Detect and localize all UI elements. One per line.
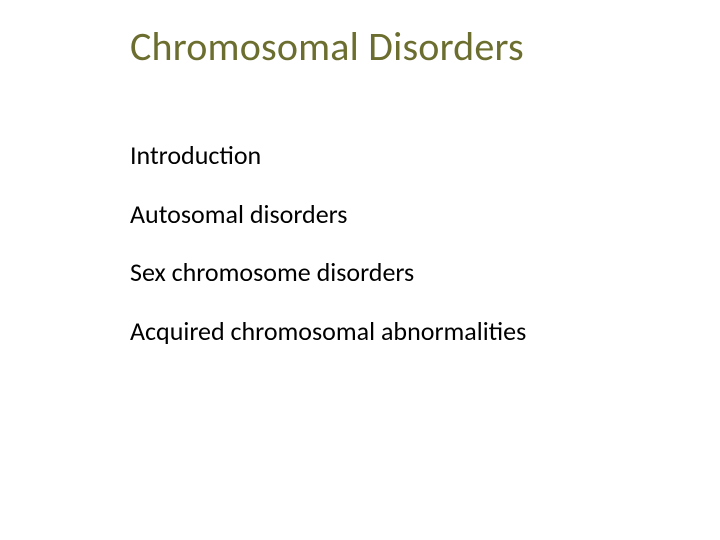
slide-title: Chromosomal Disorders [130,22,524,71]
slide: Chromosomal Disorders Introduction Autos… [0,0,720,540]
list-item: Autosomal disorders [130,199,650,230]
list-item: Sex chromosome disorders [130,257,650,288]
list-item: Introduction [130,140,650,171]
slide-body-list: Introduction Autosomal disorders Sex chr… [130,140,650,375]
list-item: Acquired chromosomal abnormalities [130,316,650,347]
